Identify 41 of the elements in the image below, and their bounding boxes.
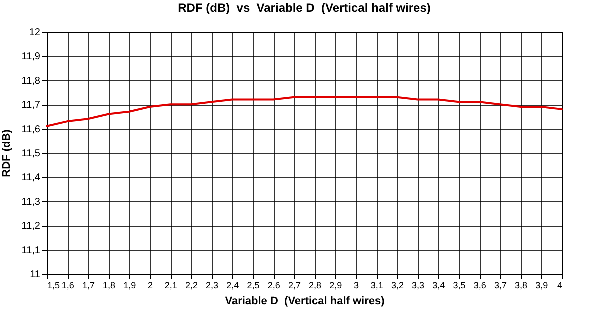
x-tick-label: 2,6 xyxy=(268,280,280,290)
x-tick-label: 1,8 xyxy=(103,280,116,290)
x-tick-label: 3,4 xyxy=(432,280,446,290)
x-tick-label: 3,2 xyxy=(391,280,404,290)
x-tick-label: 2,4 xyxy=(226,280,240,290)
x-axis-title: Variable D (Vertical half wires) xyxy=(225,296,386,308)
line-series xyxy=(46,96,563,128)
x-tick-label: 4 xyxy=(557,280,562,290)
y-tick-label: 11,9 xyxy=(22,52,41,63)
y-tick-label: 11,4 xyxy=(22,172,41,184)
x-tick-label: 3 xyxy=(354,280,360,290)
chart-title: RDF (dB) vs Variable D (Vertical half wires) xyxy=(178,1,431,15)
x-tick-label: 2,1 xyxy=(164,280,178,290)
x-tick-label: 3,3 xyxy=(412,280,425,290)
y-axis-title: RDF (dB) xyxy=(0,129,13,178)
x-tick-label: 1,6 xyxy=(62,280,74,290)
x-tick-label: 3,9 xyxy=(536,280,548,290)
y-tick-label: 12 xyxy=(29,28,41,38)
x-tick-label: 1,5 xyxy=(48,280,60,290)
y-tick-label: 11,3 xyxy=(22,196,41,208)
x-tick-label: 1,9 xyxy=(124,280,136,290)
x-tick-label: 2 xyxy=(148,280,154,290)
x-tick-label: 3,6 xyxy=(474,280,486,290)
y-tick-label: 11,2 xyxy=(22,221,41,232)
x-tick-label: 2,5 xyxy=(247,280,260,290)
x-tick-label: 3,5 xyxy=(453,280,466,290)
x-tick-label: 2,7 xyxy=(288,280,301,290)
x-tick-label: 2,2 xyxy=(185,280,198,290)
y-tick-label: 11,6 xyxy=(22,124,41,136)
y-tick-label: 11 xyxy=(30,270,41,280)
x-tick-label: 3,8 xyxy=(515,280,528,290)
y-tick-label: 11,7 xyxy=(22,100,41,112)
x-tick-label: 2,3 xyxy=(206,280,219,290)
x-tick-label: 2,9 xyxy=(330,280,342,290)
y-tick-label: 11,8 xyxy=(22,76,41,87)
y-tick-label: 11,1 xyxy=(22,245,41,256)
x-tick-label: 3,1 xyxy=(370,280,384,290)
x-tick-label: 1,7 xyxy=(82,280,95,290)
x-tick-label: 2,8 xyxy=(309,280,322,290)
y-tick-label: 11,5 xyxy=(22,148,41,160)
x-tick-label: 3,7 xyxy=(494,280,507,290)
